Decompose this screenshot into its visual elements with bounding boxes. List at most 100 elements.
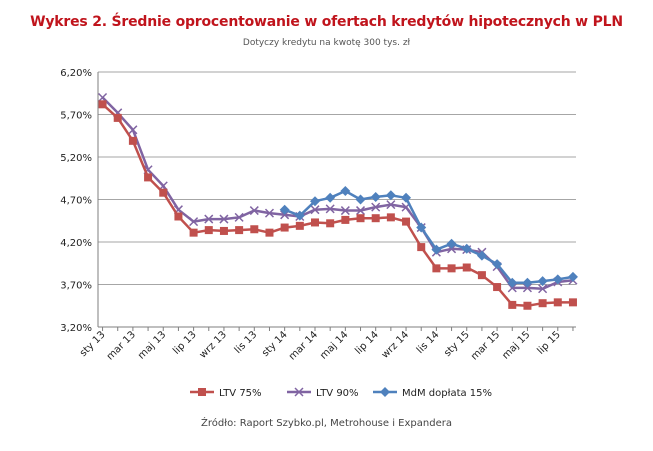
marker-square bbox=[477, 271, 486, 280]
x-tick-label: mar 15 bbox=[469, 329, 502, 362]
marker-square bbox=[144, 173, 153, 182]
marker-x bbox=[386, 200, 396, 210]
marker-x bbox=[507, 283, 517, 293]
y-tick-label: 3,70% bbox=[60, 281, 92, 292]
marker-square bbox=[98, 100, 107, 109]
chart-subtitle: Dotyczy kredytu na kwotę 300 tys. zł bbox=[242, 38, 411, 48]
legend-label: LTV 75% bbox=[219, 388, 262, 399]
legend-label: LTV 90% bbox=[316, 388, 359, 399]
marker-x bbox=[219, 214, 229, 224]
marker-square bbox=[462, 263, 471, 272]
marker-diamond bbox=[537, 276, 548, 287]
x-tick-label: lis 14 bbox=[415, 329, 442, 356]
x-tick-label: lip 13 bbox=[171, 329, 198, 356]
marker-square bbox=[235, 226, 244, 235]
x-tick-label: wrz 14 bbox=[380, 329, 411, 360]
marker-square bbox=[493, 283, 502, 292]
marker-x bbox=[371, 202, 381, 212]
marker-diamond bbox=[476, 250, 487, 261]
legend-item: MdM dopłata 15% bbox=[373, 387, 492, 399]
marker-square bbox=[310, 218, 319, 227]
marker-x bbox=[294, 387, 304, 397]
marker-square bbox=[341, 215, 350, 224]
marker-diamond bbox=[355, 194, 366, 205]
chart-title: Wykres 2. Średnie oprocentowanie w ofert… bbox=[30, 14, 623, 30]
marker-diamond bbox=[416, 222, 427, 233]
y-axis: 6,20% 5,70% 5,20% 4,70% 4,20% 3,70% 3,20% bbox=[60, 68, 99, 334]
marker-diamond bbox=[309, 196, 320, 207]
marker-x bbox=[204, 214, 214, 224]
legend-label: MdM dopłata 15% bbox=[402, 388, 492, 399]
x-tick-label: maj 14 bbox=[318, 329, 350, 361]
marker-diamond bbox=[507, 277, 518, 288]
marker-x bbox=[234, 212, 244, 222]
marker-square bbox=[204, 226, 213, 235]
marker-square bbox=[402, 217, 411, 226]
marker-x bbox=[447, 244, 457, 254]
marker-diamond bbox=[446, 238, 457, 249]
marker-x bbox=[189, 217, 199, 227]
marker-square bbox=[523, 301, 532, 310]
marker-square bbox=[553, 298, 562, 307]
series-line bbox=[284, 189, 574, 285]
marker-x bbox=[522, 283, 532, 293]
y-tick-label: 6,20% bbox=[60, 68, 92, 79]
marker-x bbox=[340, 206, 350, 216]
marker-x bbox=[310, 205, 320, 215]
marker-square bbox=[128, 136, 137, 145]
marker-square bbox=[113, 113, 122, 122]
x-tick-label: lis 13 bbox=[233, 329, 260, 356]
x-tick-label: lip 14 bbox=[353, 329, 380, 356]
marker-square bbox=[447, 264, 456, 273]
series-ltv-75- bbox=[98, 100, 577, 310]
marker-x bbox=[355, 206, 366, 216]
marker-square bbox=[356, 214, 365, 223]
marker-diamond bbox=[461, 243, 472, 254]
legend: LTV 75% LTV 90% MdM dopłata 15% bbox=[190, 387, 492, 399]
marker-x bbox=[325, 204, 335, 214]
source-note: Źródło: Raport Szybko.pl, Metrohouse i E… bbox=[201, 418, 452, 429]
marker-square bbox=[432, 264, 441, 273]
marker-square bbox=[568, 298, 577, 307]
series-mdm-dop-ata-15- bbox=[279, 186, 578, 288]
marker-x bbox=[538, 284, 548, 294]
series-layer bbox=[98, 92, 578, 310]
marker-square bbox=[508, 300, 517, 309]
marker-diamond bbox=[492, 259, 503, 270]
marker-square bbox=[371, 214, 380, 223]
marker-diamond bbox=[279, 204, 290, 215]
marker-diamond bbox=[567, 271, 578, 282]
marker-square bbox=[250, 225, 259, 234]
gridlines bbox=[98, 71, 576, 328]
marker-square bbox=[538, 299, 547, 308]
y-tick-label: 4,70% bbox=[60, 196, 92, 207]
marker-diamond bbox=[380, 387, 390, 397]
y-tick-label: 5,70% bbox=[60, 111, 92, 122]
x-tick-label: mar 13 bbox=[105, 329, 138, 362]
x-tick-label: sty 14 bbox=[260, 329, 290, 359]
marker-x bbox=[128, 125, 138, 135]
x-tick-label: sty 15 bbox=[442, 329, 472, 359]
legend-item: LTV 75% bbox=[190, 388, 262, 399]
marker-square bbox=[386, 213, 395, 222]
marker-diamond bbox=[552, 274, 563, 285]
marker-square bbox=[265, 228, 274, 237]
marker-square bbox=[417, 243, 426, 252]
marker-square bbox=[295, 221, 304, 230]
marker-square bbox=[219, 226, 228, 235]
marker-diamond bbox=[431, 244, 442, 255]
marker-diamond bbox=[325, 192, 336, 203]
y-tick-label: 3,20% bbox=[60, 323, 92, 334]
marker-square bbox=[159, 188, 168, 197]
x-tick-label: lip 15 bbox=[535, 329, 562, 356]
marker-square bbox=[189, 228, 198, 237]
y-tick-label: 4,20% bbox=[60, 238, 92, 249]
marker-diamond bbox=[385, 190, 396, 201]
legend-item: LTV 90% bbox=[287, 387, 359, 399]
marker-diamond bbox=[370, 191, 381, 202]
marker-x bbox=[249, 206, 259, 216]
marker-square bbox=[198, 388, 206, 396]
marker-square bbox=[174, 212, 183, 221]
